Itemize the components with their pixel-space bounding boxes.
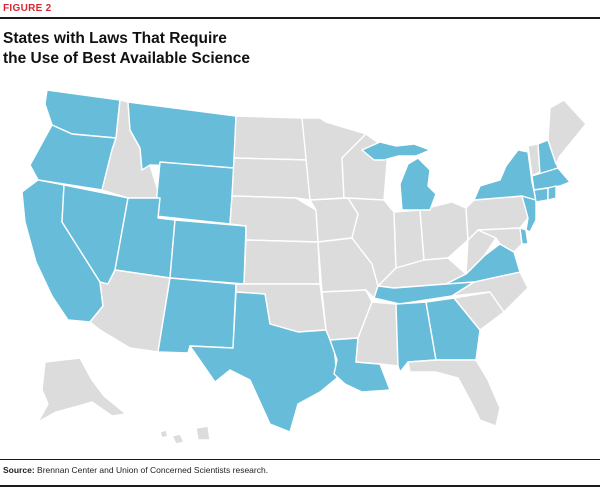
state-ri xyxy=(547,185,557,201)
us-states-map xyxy=(21,89,587,445)
state-hi-1 xyxy=(159,429,169,439)
state-fl xyxy=(407,359,501,427)
state-ma xyxy=(531,167,571,191)
state-wy xyxy=(154,161,235,225)
title-line-2: the Use of Best Available Science xyxy=(3,50,250,67)
state-mt xyxy=(127,101,237,171)
source-label: Source: xyxy=(3,465,35,475)
state-in xyxy=(393,209,425,269)
state-ny xyxy=(473,149,537,201)
state-ia xyxy=(309,197,359,243)
state-ct xyxy=(533,187,549,203)
source-text: Brennan Center and Union of Concerned Sc… xyxy=(37,465,269,475)
source-note: Source: Brennan Center and Union of Conc… xyxy=(3,465,268,475)
map-title: States with Laws That Require the Use of… xyxy=(3,29,383,69)
state-mi-lower xyxy=(399,157,437,211)
state-ak xyxy=(37,357,127,423)
state-me xyxy=(547,99,587,165)
state-mi-upper xyxy=(361,141,431,161)
state-hi-3 xyxy=(195,425,211,441)
state-ks xyxy=(243,239,321,285)
state-hi-2 xyxy=(171,433,185,445)
state-tx xyxy=(189,291,338,433)
top-rule xyxy=(0,17,600,19)
state-nm xyxy=(157,277,237,354)
state-nd xyxy=(233,115,309,161)
state-sd xyxy=(231,157,311,201)
source-rule xyxy=(0,459,600,460)
title-line-1: States with Laws That Require xyxy=(3,30,227,47)
state-az xyxy=(89,269,171,353)
bottom-rule xyxy=(0,485,600,487)
state-de xyxy=(519,227,529,245)
figure-label: FIGURE 2 xyxy=(3,3,52,14)
state-co xyxy=(169,219,247,285)
